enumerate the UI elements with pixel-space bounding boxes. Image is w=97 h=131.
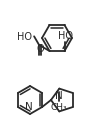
Text: O: O: [36, 44, 44, 54]
Text: N: N: [25, 102, 33, 112]
Text: N: N: [55, 91, 63, 101]
Text: HO: HO: [58, 31, 73, 41]
Text: CH₃: CH₃: [51, 103, 68, 112]
Text: HO: HO: [17, 32, 32, 42]
